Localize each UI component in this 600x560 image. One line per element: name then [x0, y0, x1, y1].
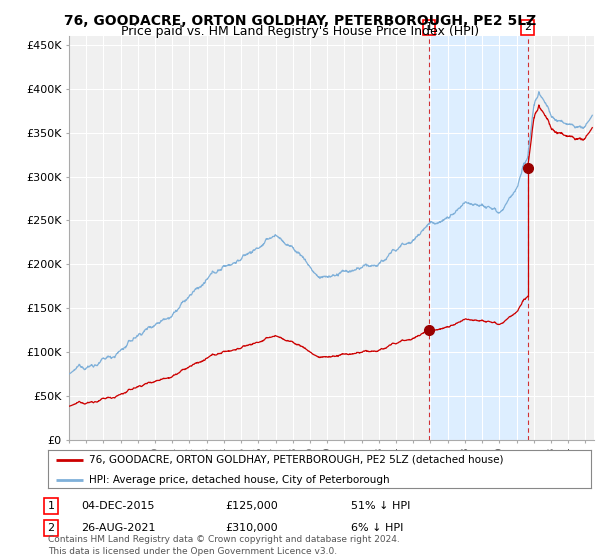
- Text: 76, GOODACRE, ORTON GOLDHAY, PETERBOROUGH, PE2 5LZ: 76, GOODACRE, ORTON GOLDHAY, PETERBOROUG…: [64, 14, 536, 28]
- Text: Contains HM Land Registry data © Crown copyright and database right 2024.
This d: Contains HM Land Registry data © Crown c…: [48, 535, 400, 556]
- Text: 51% ↓ HPI: 51% ↓ HPI: [351, 501, 410, 511]
- Text: 1: 1: [425, 22, 433, 32]
- Text: 1: 1: [47, 501, 55, 511]
- Text: £310,000: £310,000: [225, 523, 278, 533]
- Text: Price paid vs. HM Land Registry's House Price Index (HPI): Price paid vs. HM Land Registry's House …: [121, 25, 479, 38]
- Text: 76, GOODACRE, ORTON GOLDHAY, PETERBOROUGH, PE2 5LZ (detached house): 76, GOODACRE, ORTON GOLDHAY, PETERBOROUG…: [89, 455, 503, 465]
- Bar: [429, 36, 528, 440]
- Text: 26-AUG-2021: 26-AUG-2021: [81, 523, 155, 533]
- Text: 2: 2: [47, 523, 55, 533]
- Text: 2: 2: [524, 22, 531, 32]
- Text: 04-DEC-2015: 04-DEC-2015: [81, 501, 155, 511]
- Text: 6% ↓ HPI: 6% ↓ HPI: [351, 523, 403, 533]
- Text: HPI: Average price, detached house, City of Peterborough: HPI: Average price, detached house, City…: [89, 475, 389, 485]
- Text: £125,000: £125,000: [225, 501, 278, 511]
